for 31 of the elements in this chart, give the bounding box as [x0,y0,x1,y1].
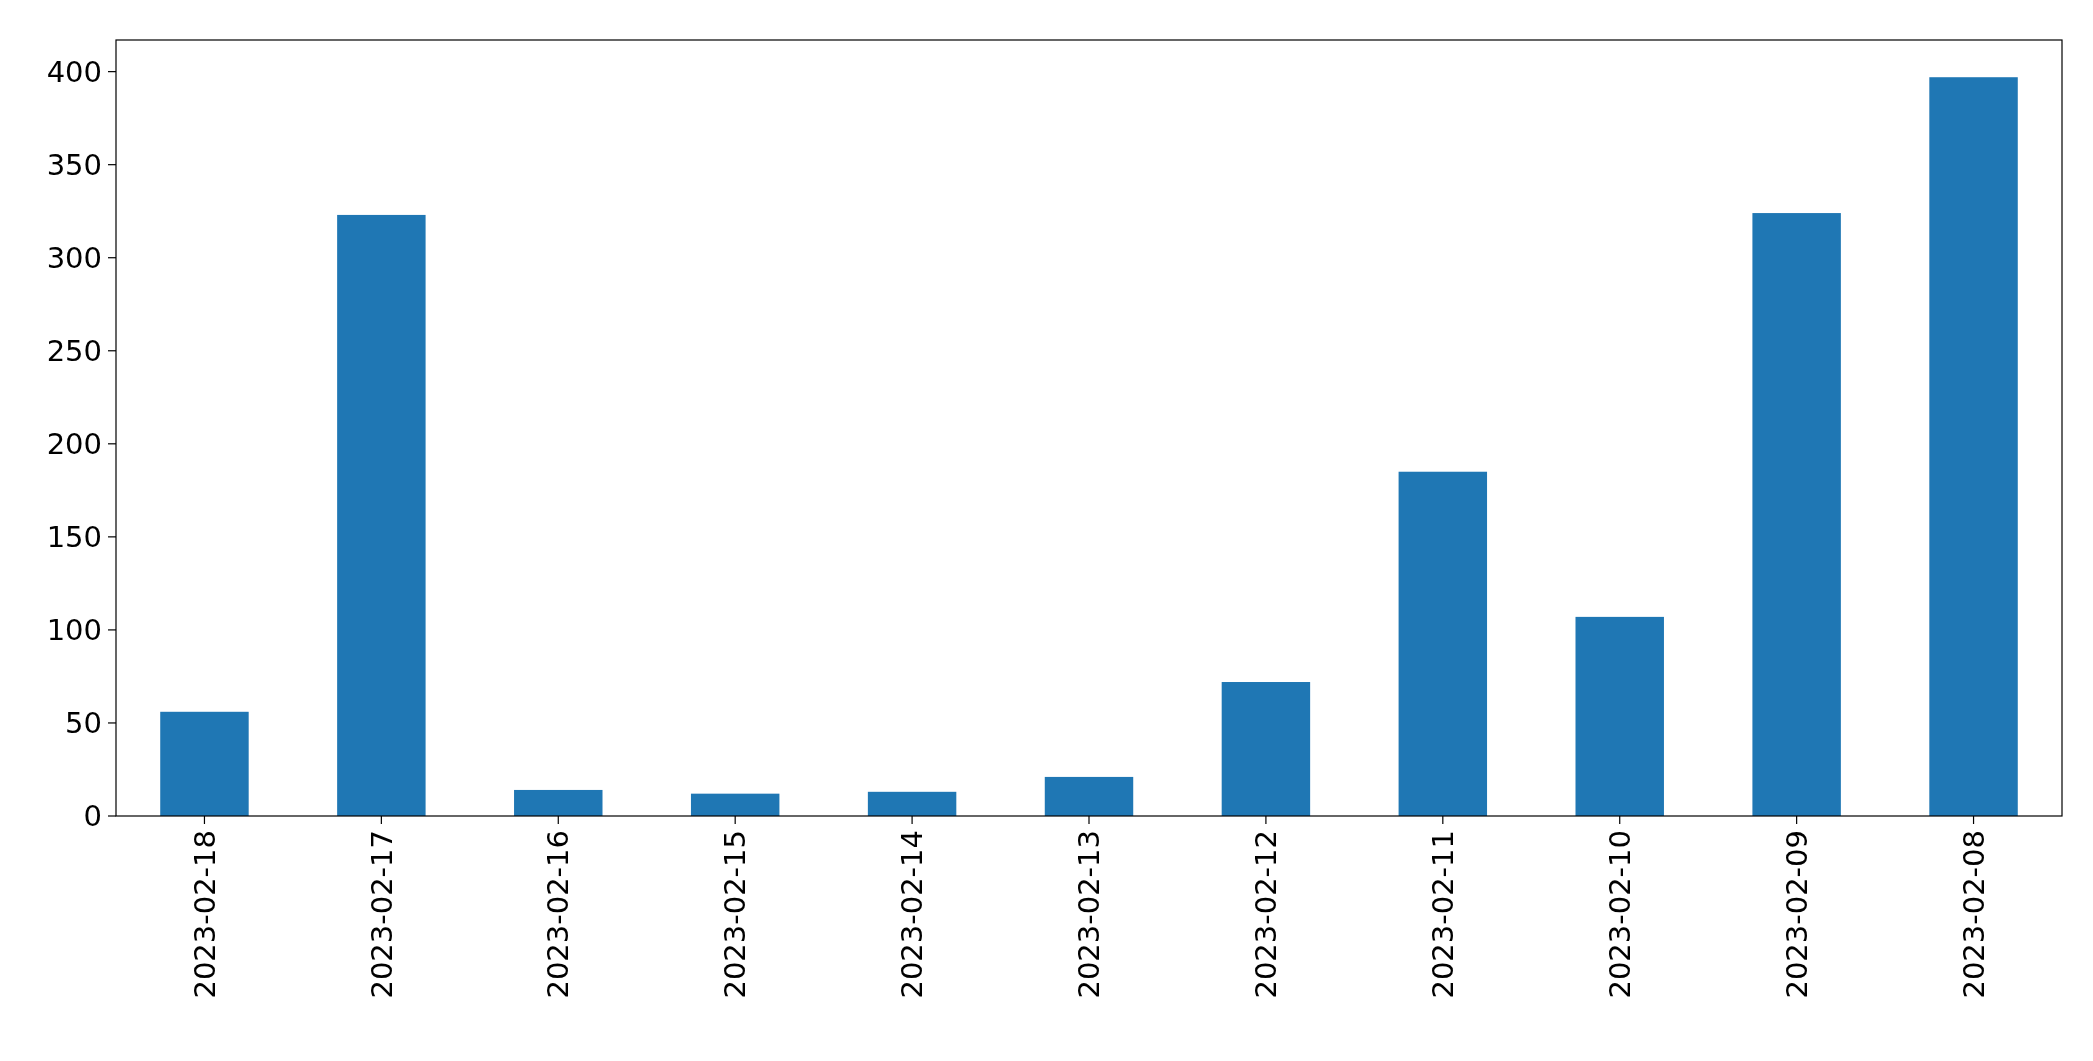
y-tick-label: 100 [46,613,102,648]
bar [1929,77,2018,816]
bar [337,214,426,816]
bar [867,791,957,816]
x-tick-label: 2023-02-18 [187,830,222,999]
bar [1752,213,1841,816]
x-tick-label: 2023-02-10 [1602,830,1637,999]
y-tick-label: 50 [65,706,102,741]
x-tick-label: 2023-02-09 [1779,830,1814,999]
x-tick-label: 2023-02-08 [1956,830,1991,999]
y-tick-label: 300 [46,240,102,275]
bar [1398,471,1488,816]
x-tick-label: 2023-02-17 [364,830,399,999]
x-tick-label: 2023-02-15 [718,830,753,999]
x-tick-label: 2023-02-16 [541,830,576,999]
y-tick-label: 400 [46,54,102,89]
x-tick-label: 2023-02-11 [1425,830,1460,999]
y-tick-label: 250 [46,333,102,368]
x-tick-label: 2023-02-13 [1072,830,1107,999]
bar [1044,776,1134,816]
y-tick-label: 150 [46,520,102,555]
x-tick-label: 2023-02-12 [1249,830,1284,999]
y-tick-label: 0 [83,799,102,834]
bar [690,793,780,816]
bar [160,711,249,816]
y-tick-label: 350 [46,147,102,182]
bar [1221,682,1311,816]
y-tick-label: 200 [46,426,102,461]
bar [1575,616,1664,816]
bar [514,789,603,816]
x-tick-label: 2023-02-14 [895,830,930,999]
